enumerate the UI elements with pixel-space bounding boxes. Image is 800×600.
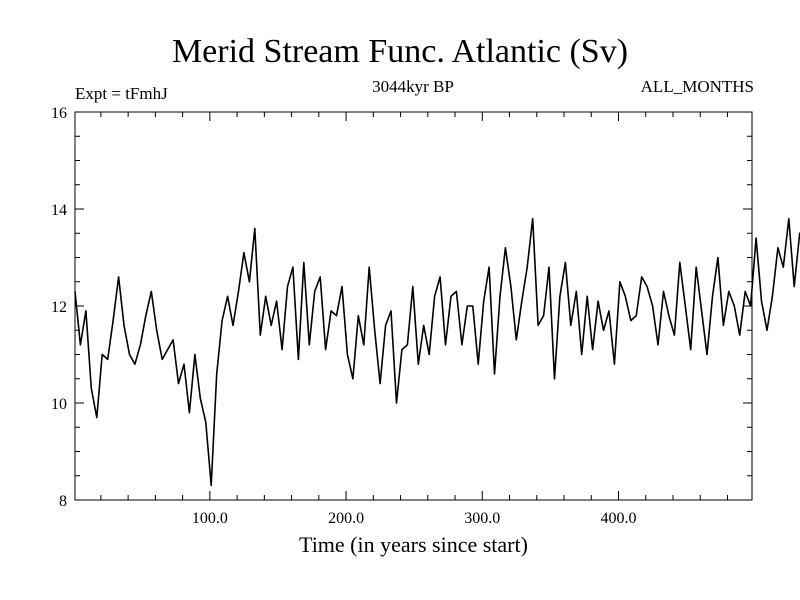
y-tick-label: 12 [51,299,67,316]
y-tick-label: 14 [51,202,67,219]
x-tick-label: 300.0 [464,510,500,527]
data-series-line [74,217,800,487]
chart-title: Merid Stream Func. Atlantic (Sv) [171,33,629,70]
y-tick-label: 8 [59,493,67,510]
y-tick-label: 10 [51,396,67,413]
y-tick-label: 16 [51,105,67,122]
x-tick-label: 200.0 [328,510,364,527]
x-axis-label: Time (in years since start) [299,532,528,557]
months-label: ALL_MONTHS [640,77,754,96]
x-tick-label: 100.0 [192,510,228,527]
x-tick-label: 400.0 [601,510,637,527]
experiment-label: Expt = tFmhJ [75,84,168,103]
period-label: 3044kyr BP [372,77,454,96]
